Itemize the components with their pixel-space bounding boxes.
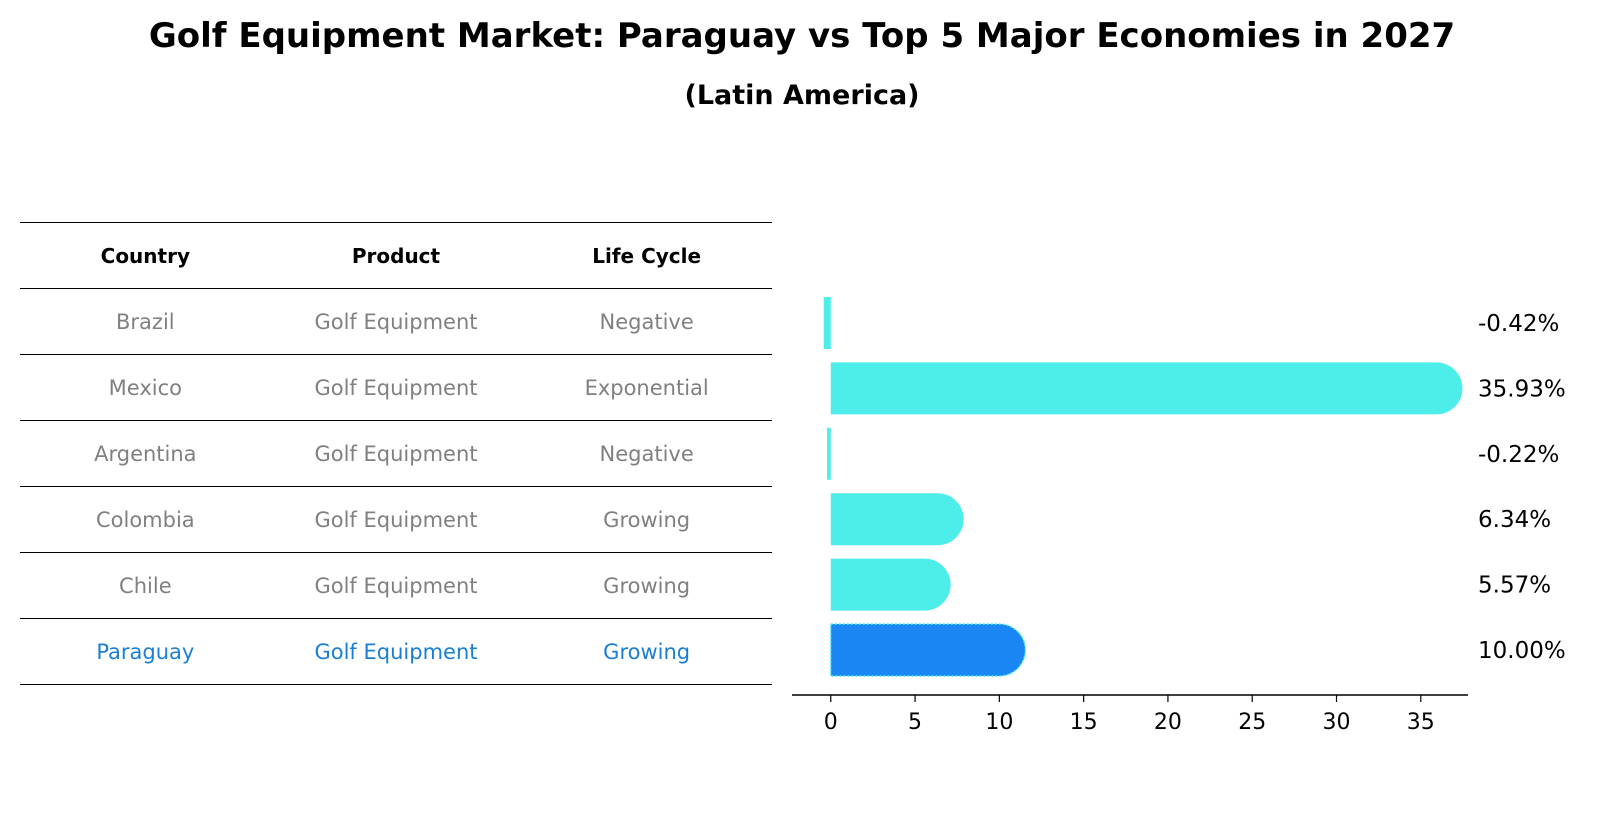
bar-paraguay xyxy=(830,623,1027,677)
header-product: Product xyxy=(270,222,522,289)
bars-group xyxy=(823,297,1463,677)
cell-product: Golf Equipment xyxy=(270,552,522,619)
value-label-argentina: -0.22% xyxy=(1478,442,1559,468)
bar-chile xyxy=(830,558,951,611)
cell-life-cycle: Growing xyxy=(521,552,772,619)
table-row: Brazil Golf Equipment Negative xyxy=(20,288,772,355)
cell-life-cycle: Negative xyxy=(521,288,772,355)
value-label-chile: 5.57% xyxy=(1478,573,1551,599)
cell-country: Argentina xyxy=(20,420,271,487)
value-label-colombia: 6.34% xyxy=(1478,507,1551,533)
cell-country: Paraguay xyxy=(20,618,271,685)
bar-argentina xyxy=(827,427,831,480)
x-tick-label: 10 xyxy=(985,710,1013,735)
value-label-paraguay: 10.00% xyxy=(1478,638,1566,664)
bar-brazil xyxy=(823,297,831,349)
cell-country: Brazil xyxy=(20,288,271,355)
country-table: Country Product Life Cycle Brazil Golf E… xyxy=(20,222,772,685)
header-life-cycle: Life Cycle xyxy=(521,222,772,289)
cell-life-cycle: Negative xyxy=(521,420,772,487)
table-row-highlight: Paraguay Golf Equipment Growing xyxy=(20,618,772,685)
cell-life-cycle: Growing xyxy=(521,618,772,685)
x-tick-label: 15 xyxy=(1070,710,1098,735)
header-country: Country xyxy=(20,222,271,289)
x-tick-label: 5 xyxy=(908,710,922,735)
x-tick-label: 30 xyxy=(1323,710,1351,735)
cell-product: Golf Equipment xyxy=(270,486,522,553)
chart-title: Golf Equipment Market: Paraguay vs Top 5… xyxy=(148,16,1456,56)
cell-product: Golf Equipment xyxy=(270,288,522,355)
x-tick-label: 0 xyxy=(824,710,838,735)
cell-life-cycle: Exponential xyxy=(521,354,772,421)
table-row: Mexico Golf Equipment Exponential xyxy=(20,354,772,421)
table-row: Chile Golf Equipment Growing xyxy=(20,552,772,619)
x-tick-label: 20 xyxy=(1154,710,1182,735)
value-labels-group: -0.42% 35.93% -0.22% 6.34% 5.57% 10.00% xyxy=(1478,311,1566,664)
table-row: Argentina Golf Equipment Negative xyxy=(20,420,772,487)
cell-country: Colombia xyxy=(20,486,271,553)
table-header-row: Country Product Life Cycle xyxy=(20,222,772,289)
cell-product: Golf Equipment xyxy=(270,420,522,487)
bar-colombia xyxy=(830,493,964,546)
cell-product: Golf Equipment xyxy=(270,618,522,685)
value-label-brazil: -0.42% xyxy=(1478,311,1559,337)
cell-country: Mexico xyxy=(20,354,271,421)
cell-country: Chile xyxy=(20,552,271,619)
x-ticks-group: 0 5 10 15 20 25 30 35 xyxy=(824,695,1435,735)
cell-life-cycle: Growing xyxy=(521,486,772,553)
cell-product: Golf Equipment xyxy=(270,354,522,421)
chart-subtitle: (Latin America) xyxy=(684,80,920,111)
x-tick-label: 35 xyxy=(1407,710,1435,735)
value-label-mexico: 35.93% xyxy=(1478,376,1566,402)
bar-mexico xyxy=(830,362,1463,415)
table-row: Colombia Golf Equipment Growing xyxy=(20,486,772,553)
x-tick-label: 25 xyxy=(1238,710,1266,735)
